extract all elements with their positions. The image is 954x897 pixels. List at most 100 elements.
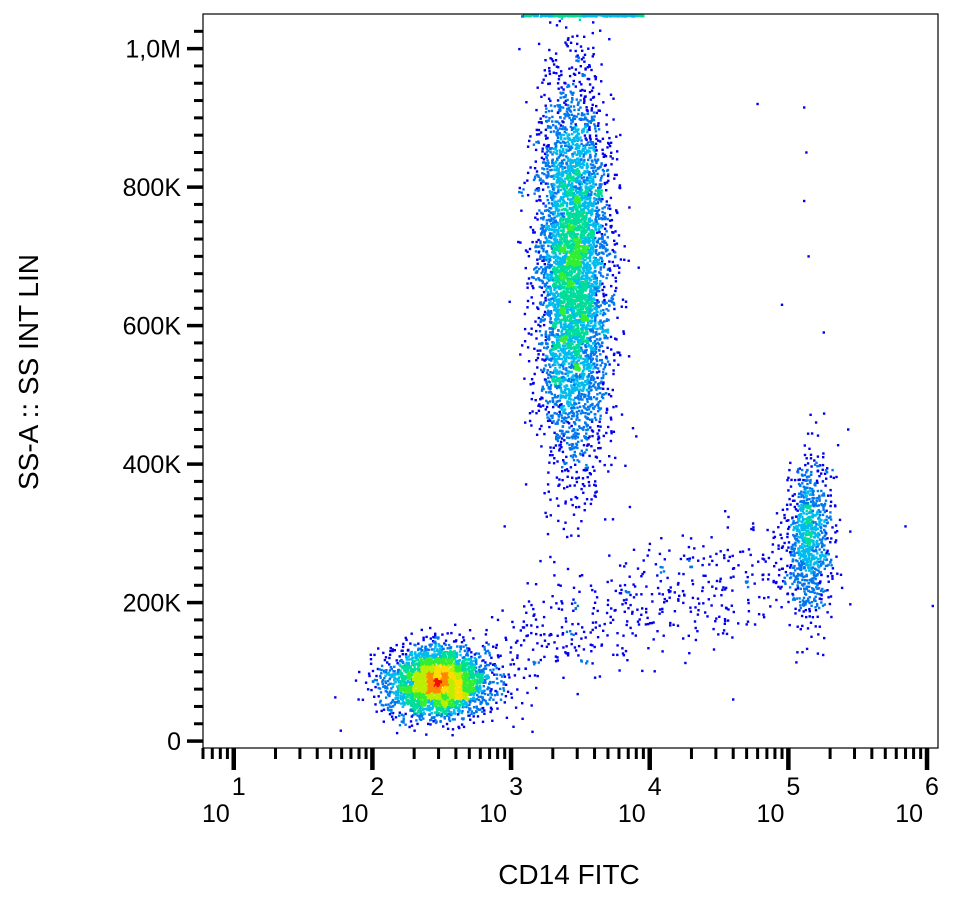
event-dot	[622, 332, 626, 335]
event-dot	[444, 695, 447, 698]
event-dot	[435, 706, 438, 710]
event-dot	[457, 725, 460, 729]
event-dot	[409, 708, 413, 711]
event-dot	[473, 653, 477, 656]
event-dot	[547, 255, 551, 258]
event-dot	[414, 713, 417, 716]
event-dot	[536, 245, 539, 249]
event-dot	[475, 679, 478, 683]
event-dot	[444, 650, 447, 654]
event-dot	[463, 689, 466, 693]
event-dot	[435, 699, 438, 702]
event-dot	[523, 377, 526, 380]
event-dot	[573, 389, 576, 392]
event-dot	[418, 714, 422, 717]
event-dot	[470, 655, 473, 659]
event-dot	[587, 337, 590, 340]
event-dot	[557, 318, 560, 321]
event-dot	[427, 663, 431, 666]
event-dot	[387, 683, 390, 686]
event-dot	[390, 705, 393, 709]
event-dot	[574, 68, 578, 71]
event-dot	[561, 170, 564, 173]
event-dot	[429, 657, 432, 660]
event-dot	[387, 671, 391, 674]
event-dot	[417, 682, 420, 685]
event-dot	[575, 480, 579, 484]
event-dot	[568, 370, 572, 374]
event-dot	[403, 688, 407, 691]
event-dot	[595, 285, 598, 288]
event-dot	[544, 299, 547, 302]
event-dot	[469, 657, 473, 660]
event-dot	[547, 376, 550, 380]
event-dot	[420, 663, 423, 666]
event-dot	[417, 695, 420, 699]
event-dot	[603, 212, 606, 215]
event-dot	[400, 720, 403, 723]
event-dot	[608, 204, 611, 207]
event-dot	[579, 412, 583, 415]
event-dot	[568, 426, 571, 429]
event-dot	[398, 711, 401, 714]
event-dot	[443, 715, 446, 719]
event-dot	[483, 692, 487, 696]
event-dot	[492, 698, 495, 701]
event-dot	[422, 703, 426, 707]
event-dot	[606, 387, 610, 391]
event-dot	[544, 104, 547, 107]
event-dot	[454, 669, 457, 672]
event-dot	[399, 684, 402, 688]
event-dot	[389, 674, 393, 677]
event-dot	[406, 691, 409, 695]
event-dot	[585, 408, 589, 411]
event-dot	[415, 673, 419, 677]
event-dot	[386, 693, 390, 696]
event-dot	[483, 689, 486, 692]
event-dot	[585, 349, 588, 352]
event-dot	[431, 666, 434, 669]
event-dot	[551, 416, 554, 419]
event-dot	[382, 669, 386, 672]
event-dot	[393, 665, 396, 668]
event-dot	[447, 694, 450, 697]
event-dot	[430, 718, 433, 721]
event-dot	[418, 656, 422, 659]
event-dot	[468, 703, 471, 706]
event-dot	[435, 636, 439, 639]
event-dot	[462, 725, 466, 729]
event-dot	[403, 681, 406, 685]
event-dot	[597, 258, 600, 262]
event-dot	[453, 650, 456, 653]
event-dot	[617, 234, 621, 237]
event-dot	[389, 666, 393, 669]
event-dot	[464, 676, 467, 679]
event-dot	[489, 706, 493, 709]
event-dot	[458, 687, 461, 691]
event-dot	[558, 287, 561, 291]
event-dot	[560, 350, 564, 353]
event-dot	[547, 311, 550, 315]
event-dot	[402, 642, 405, 646]
event-dot	[537, 238, 540, 242]
event-dot	[602, 434, 605, 438]
event-dot	[489, 691, 492, 695]
event-dot	[619, 258, 623, 261]
event-dot	[419, 712, 423, 716]
event-dot	[447, 664, 450, 668]
event-dot	[548, 461, 551, 464]
event-dot	[445, 703, 448, 706]
event-dot	[574, 396, 577, 400]
event-dot	[542, 216, 545, 219]
event-dot	[568, 331, 572, 335]
event-dot	[434, 678, 437, 681]
event-dot	[552, 161, 556, 164]
event-dot	[565, 384, 568, 387]
event-dot	[546, 170, 549, 174]
event-dot	[545, 107, 548, 110]
event-dot	[497, 667, 501, 671]
event-dot	[399, 694, 402, 698]
event-dot	[368, 674, 371, 678]
event-dot	[555, 248, 559, 252]
event-dot	[416, 699, 419, 703]
